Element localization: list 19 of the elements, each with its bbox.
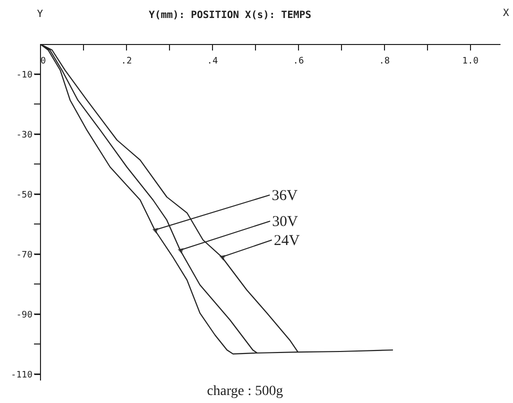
x-tick-label: .4: [207, 56, 218, 66]
y-tick-label: -90: [16, 310, 32, 320]
chart-title: Y(mm): POSITION X(s): TEMPS: [148, 10, 312, 21]
y-tick-label: -30: [16, 130, 32, 140]
text: 30V: [272, 214, 298, 230]
y-tick-label: -50: [16, 190, 32, 200]
text: 36V: [272, 188, 298, 204]
x-axis-title: X: [502, 8, 510, 19]
x-tick-label: .2: [121, 56, 132, 66]
y-tick-label: -70: [16, 250, 32, 260]
x-tick-label: 0: [40, 56, 46, 66]
legend-label: 24V: [274, 233, 300, 249]
y-axis-title: Y: [36, 9, 44, 20]
x-tick-label: .6: [293, 56, 304, 66]
text: charge : 500g: [207, 384, 283, 399]
y-tick-label: -10: [16, 70, 32, 80]
x-tick-label: 1.0: [462, 56, 479, 66]
y-tick-label: -110: [10, 370, 32, 380]
x-tick-label: .8: [379, 56, 390, 66]
